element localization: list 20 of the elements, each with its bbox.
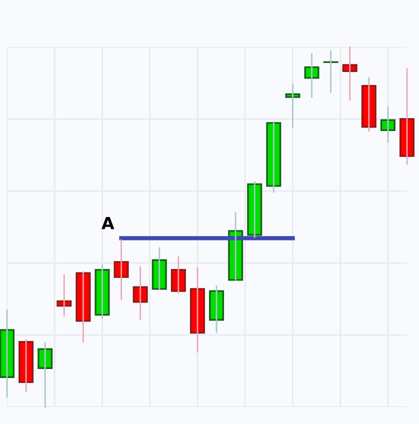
- annotation: A: [102, 216, 114, 230]
- candlestick: [342, 46, 358, 101]
- candlestick: [18, 339, 34, 392]
- candlestick: [170, 256, 186, 294]
- candlestick: [38, 342, 53, 408]
- candlestick: [76, 271, 91, 343]
- candlestick: [361, 77, 376, 132]
- candlestick: [285, 83, 300, 128]
- candlestick: [266, 121, 282, 193]
- candlestick: [152, 247, 167, 290]
- candlestick: [380, 106, 396, 143]
- candlestick: [304, 53, 320, 98]
- candlestick: [247, 181, 262, 238]
- candlestick: [94, 264, 110, 319]
- candlestick: [323, 50, 338, 93]
- candlestick: [190, 267, 205, 353]
- candlestick: [209, 285, 224, 333]
- candlestick: [400, 68, 414, 165]
- candlestick: [114, 239, 129, 300]
- candlestick: [0, 309, 14, 398]
